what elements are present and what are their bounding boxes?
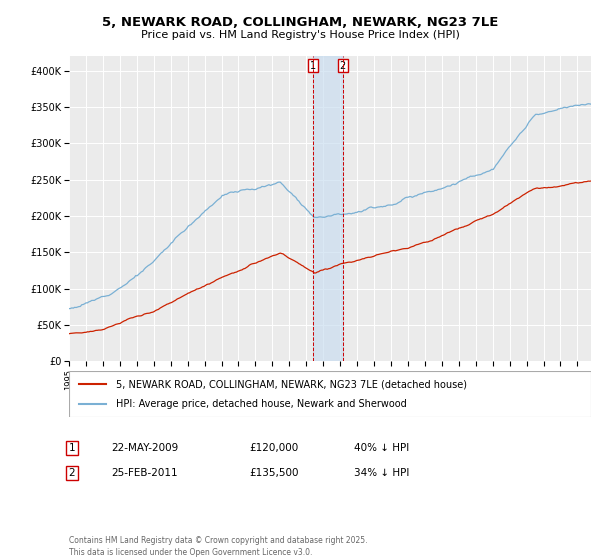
Text: 25-FEB-2011: 25-FEB-2011: [111, 468, 178, 478]
Text: HPI: Average price, detached house, Newark and Sherwood: HPI: Average price, detached house, Newa…: [116, 399, 407, 409]
Text: 34% ↓ HPI: 34% ↓ HPI: [354, 468, 409, 478]
Text: 5, NEWARK ROAD, COLLINGHAM, NEWARK, NG23 7LE: 5, NEWARK ROAD, COLLINGHAM, NEWARK, NG23…: [102, 16, 498, 29]
Bar: [313, 56, 343, 361]
FancyBboxPatch shape: [69, 371, 591, 417]
Text: 1: 1: [68, 443, 76, 453]
Text: 2: 2: [68, 468, 76, 478]
Text: 40% ↓ HPI: 40% ↓ HPI: [354, 443, 409, 453]
Text: £135,500: £135,500: [249, 468, 299, 478]
Text: £120,000: £120,000: [249, 443, 298, 453]
Text: Price paid vs. HM Land Registry's House Price Index (HPI): Price paid vs. HM Land Registry's House …: [140, 30, 460, 40]
Text: 2: 2: [340, 60, 346, 71]
Text: Contains HM Land Registry data © Crown copyright and database right 2025.
This d: Contains HM Land Registry data © Crown c…: [69, 536, 367, 557]
Text: 22-MAY-2009: 22-MAY-2009: [111, 443, 178, 453]
Text: 1: 1: [310, 60, 316, 71]
Text: 5, NEWARK ROAD, COLLINGHAM, NEWARK, NG23 7LE (detached house): 5, NEWARK ROAD, COLLINGHAM, NEWARK, NG23…: [116, 379, 467, 389]
